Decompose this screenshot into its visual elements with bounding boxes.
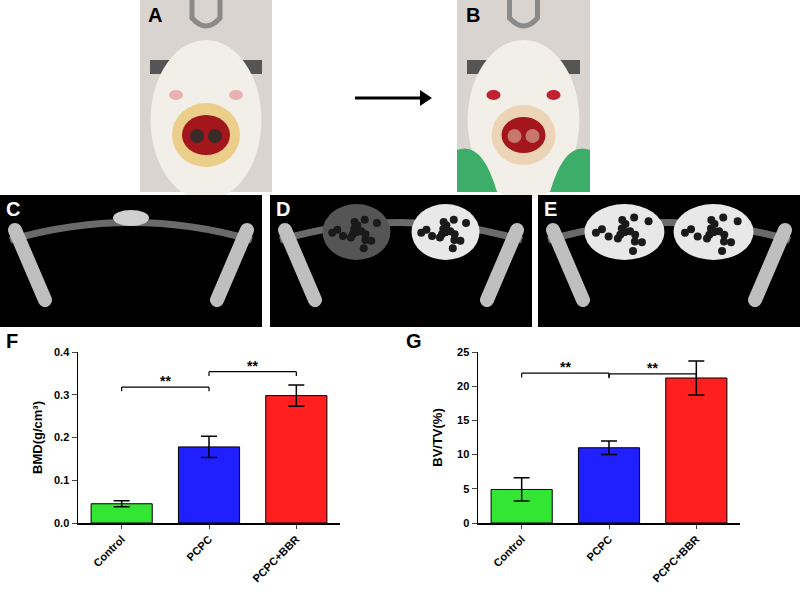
svg-text:**: ** bbox=[247, 358, 258, 374]
svg-text:0.2: 0.2 bbox=[54, 431, 69, 443]
svg-text:15: 15 bbox=[457, 414, 469, 426]
svg-text:20: 20 bbox=[457, 380, 469, 392]
svg-text:0.4: 0.4 bbox=[54, 346, 70, 358]
svg-text:**: ** bbox=[647, 360, 658, 376]
svg-text:**: ** bbox=[160, 373, 171, 389]
svg-text:0.0: 0.0 bbox=[54, 517, 69, 529]
svg-text:BMD(g/cm³): BMD(g/cm³) bbox=[30, 401, 45, 474]
svg-text:PCPC+BBR: PCPC+BBR bbox=[650, 533, 702, 585]
svg-text:0: 0 bbox=[463, 517, 469, 529]
svg-text:C: C bbox=[6, 198, 20, 220]
svg-text:0.3: 0.3 bbox=[54, 389, 69, 401]
svg-text:D: D bbox=[276, 198, 290, 220]
svg-text:E: E bbox=[544, 198, 557, 220]
svg-text:Control: Control bbox=[91, 533, 127, 569]
svg-text:A: A bbox=[148, 4, 162, 26]
svg-text:**: ** bbox=[560, 359, 571, 375]
svg-text:25: 25 bbox=[457, 346, 469, 358]
svg-text:Control: Control bbox=[491, 533, 527, 569]
svg-text:B: B bbox=[466, 4, 480, 26]
svg-text:PCPC+BBR: PCPC+BBR bbox=[250, 533, 302, 585]
svg-text:PCPC: PCPC bbox=[184, 533, 214, 563]
svg-text:PCPC: PCPC bbox=[584, 533, 614, 563]
svg-text:BV/TV(%): BV/TV(%) bbox=[430, 408, 445, 467]
html-text:G: G bbox=[406, 330, 422, 352]
html-text:F: F bbox=[6, 330, 19, 352]
svg-text:0.1: 0.1 bbox=[54, 474, 69, 486]
svg-text:5: 5 bbox=[463, 483, 469, 495]
svg-text:10: 10 bbox=[457, 448, 469, 460]
